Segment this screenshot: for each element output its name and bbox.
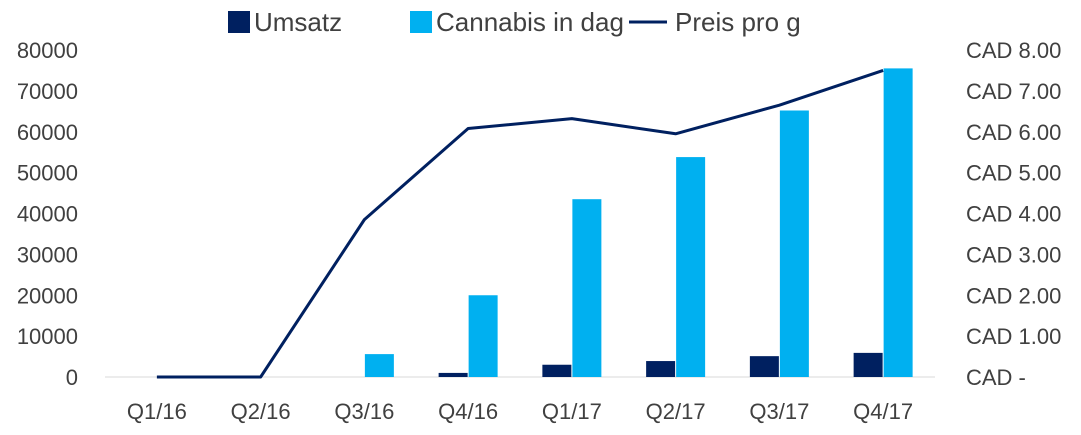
right-tick-label: CAD 5.00 (966, 161, 1061, 186)
left-axis: 0 10000 20000 30000 40000 50000 60000 70000 8000… (17, 38, 78, 390)
x-tick-label: Q4/16 (438, 399, 498, 424)
right-tick-label: CAD 6.00 (966, 120, 1061, 145)
x-tick-label: Q1/17 (542, 399, 602, 424)
legend-swatch-cannabis-in-dag (410, 11, 432, 33)
bar-umsatz (542, 364, 572, 377)
legend: Umsatz Cannabis in dag Preis pro g (228, 7, 801, 37)
x-tick-label: Q2/17 (646, 399, 706, 424)
right-axis: CAD - CAD 1.00 CAD 2.00 CAD 3.00 CAD 4.00 CAD… (966, 38, 1061, 390)
bar-umsatz (646, 361, 676, 377)
right-tick-label: CAD 4.00 (966, 202, 1061, 227)
bar-cannabis-in-dag (572, 199, 602, 377)
left-tick-label: 50000 (17, 161, 78, 186)
bar-umsatz (853, 352, 883, 377)
legend-label-preis-pro-g: Preis pro g (675, 7, 801, 37)
bar-cannabis-in-dag (468, 295, 498, 377)
line-preis-pro-g (156, 69, 884, 379)
legend-label-umsatz: Umsatz (254, 7, 342, 37)
left-tick-label: 10000 (17, 324, 78, 349)
legend-swatch-umsatz (228, 11, 250, 33)
left-tick-label: 80000 (17, 38, 78, 63)
left-tick-label: 60000 (17, 120, 78, 145)
x-tick-label: Q3/16 (334, 399, 394, 424)
right-tick-label: CAD 3.00 (966, 242, 1061, 267)
left-tick-label: 70000 (17, 79, 78, 104)
bar-umsatz (438, 372, 468, 377)
left-tick-label: 20000 (17, 283, 78, 308)
bar-cannabis-in-dag (883, 68, 913, 378)
x-tick-label: Q4/17 (853, 399, 913, 424)
right-tick-label: CAD - (966, 365, 1026, 390)
bars (364, 68, 913, 378)
price-line (156, 69, 884, 379)
bar-cannabis-in-dag (676, 157, 706, 377)
bar-cannabis-in-dag (779, 110, 809, 378)
legend-label-cannabis-in-dag: Cannabis in dag (436, 7, 624, 37)
right-tick-label: CAD 1.00 (966, 324, 1061, 349)
x-tick-label: Q3/17 (749, 399, 809, 424)
x-tick-label: Q1/16 (127, 399, 187, 424)
left-tick-label: 30000 (17, 242, 78, 267)
bar-umsatz (749, 356, 779, 377)
x-tick-label: Q2/16 (231, 399, 291, 424)
right-tick-label: CAD 2.00 (966, 283, 1061, 308)
right-tick-label: CAD 8.00 (966, 38, 1061, 63)
right-tick-label: CAD 7.00 (966, 79, 1061, 104)
x-axis: Q1/16 Q2/16 Q3/16 Q4/16 Q1/17 Q2/17 Q3/17 Q4/17 (127, 399, 913, 424)
bar-cannabis-in-dag (364, 354, 394, 377)
left-tick-label: 0 (66, 365, 78, 390)
left-tick-label: 40000 (17, 202, 78, 227)
